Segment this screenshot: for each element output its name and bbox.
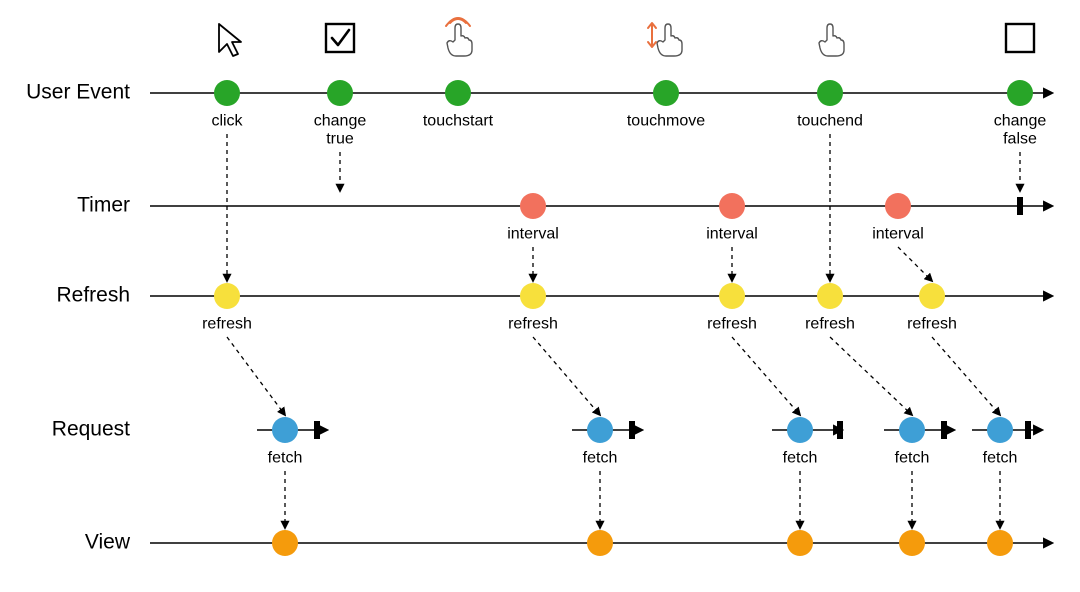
request-label: fetch — [983, 449, 1018, 466]
complete-tick — [941, 421, 947, 439]
flow-arrow — [732, 337, 800, 415]
flow-arrow — [533, 337, 600, 415]
complete-tick — [1025, 421, 1031, 439]
complete-tick — [629, 421, 635, 439]
request-dot — [787, 417, 813, 443]
request-dot — [987, 417, 1013, 443]
view-dot — [987, 530, 1013, 556]
view-dot — [787, 530, 813, 556]
view-dot — [272, 530, 298, 556]
flow-arrow — [898, 247, 932, 281]
refresh-label: refresh — [805, 315, 855, 332]
touch_tap-icon — [446, 18, 472, 56]
view-dot — [587, 530, 613, 556]
request-label: fetch — [895, 449, 930, 466]
complete-tick — [837, 421, 843, 439]
flow-arrow — [932, 337, 1000, 415]
timer-dot — [885, 193, 911, 219]
flow-arrow — [227, 337, 285, 415]
refresh-dot — [520, 283, 546, 309]
request-dot — [272, 417, 298, 443]
complete-tick — [314, 421, 320, 439]
checkbox_checked-icon — [326, 24, 354, 52]
refresh-dot — [214, 283, 240, 309]
user-event-dot — [653, 80, 679, 106]
marble-diagram: User Event Timer Refresh Request View click ch… — [0, 0, 1080, 592]
user-event-dot — [327, 80, 353, 106]
refresh-dot — [919, 283, 945, 309]
refresh-label: refresh — [202, 315, 252, 332]
user-event-label: touchmove — [627, 112, 705, 129]
touch_end-icon — [819, 24, 844, 56]
checkbox_empty-icon — [1006, 24, 1034, 52]
request-dot — [587, 417, 613, 443]
timer-dot — [520, 193, 546, 219]
row-label-view: View — [85, 531, 131, 554]
request-label: fetch — [783, 449, 818, 466]
cursor-icon — [219, 24, 241, 56]
refresh-label: refresh — [907, 315, 957, 332]
user-event-dot — [214, 80, 240, 106]
timer-label: interval — [706, 225, 758, 242]
user-event-label: true — [326, 130, 354, 147]
request-label: fetch — [268, 449, 303, 466]
timer-label: interval — [507, 225, 559, 242]
user-event-label: change — [994, 112, 1047, 129]
refresh-label: refresh — [707, 315, 757, 332]
user-event-dot — [445, 80, 471, 106]
request-dot — [899, 417, 925, 443]
touch_move-icon — [648, 23, 682, 56]
user-event-label: touchstart — [423, 112, 494, 129]
timer-label: interval — [872, 225, 924, 242]
row-label-timer: Timer — [77, 194, 130, 217]
view-dot — [899, 530, 925, 556]
user-event-label: false — [1003, 130, 1037, 147]
row-label-refresh: Refresh — [56, 284, 130, 307]
user-event-label: touchend — [797, 112, 863, 129]
refresh-dot — [817, 283, 843, 309]
refresh-label: refresh — [508, 315, 558, 332]
timer-dot — [719, 193, 745, 219]
row-label-request: Request — [52, 418, 130, 441]
user-event-label: change — [314, 112, 367, 129]
user-event-dot — [1007, 80, 1033, 106]
refresh-dot — [719, 283, 745, 309]
user-event-dot — [817, 80, 843, 106]
user-event-label: click — [211, 112, 243, 129]
row-label-user_event: User Event — [26, 81, 130, 104]
request-label: fetch — [583, 449, 618, 466]
complete-tick — [1017, 197, 1023, 215]
flow-arrow — [830, 337, 912, 415]
